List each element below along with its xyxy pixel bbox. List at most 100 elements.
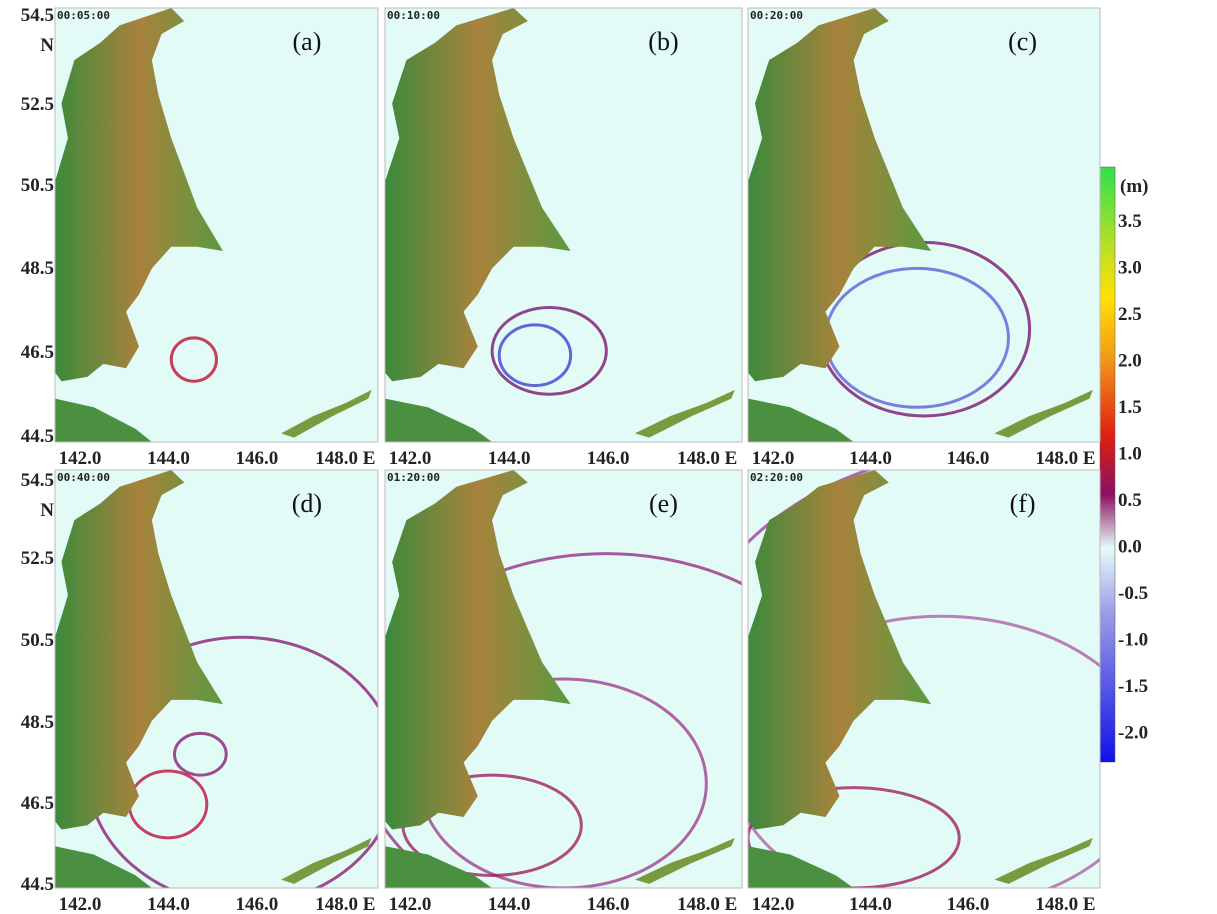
x-tick-label: 142.0 — [59, 448, 102, 469]
map-panel: 00:20:00 (c) 142.0 144.0 146.0 148.0 E — [747, 7, 1101, 469]
sakhalin — [748, 470, 932, 830]
x-tick-label: 142.0 — [389, 448, 432, 469]
panel-border — [54, 7, 379, 443]
wave-front — [169, 336, 218, 383]
colorbar — [1099, 166, 1116, 763]
kuril-islands — [281, 837, 372, 884]
hokkaido — [385, 398, 493, 442]
colorbar-label: 0.5 — [1118, 490, 1142, 511]
y-tick-label: 52.5 — [21, 548, 54, 569]
panel-border — [54, 469, 379, 889]
time-stamp: 00:20:00 — [750, 9, 803, 22]
panel-border — [747, 7, 1101, 443]
x-tick-label: 144.0 — [849, 448, 892, 469]
y-tick-label: 44.5 — [21, 426, 54, 447]
time-stamp: 00:40:00 — [57, 471, 110, 484]
x-tick-label: 146.0 — [947, 448, 990, 469]
hokkaido — [385, 846, 493, 888]
y-tick-label: 50.5 — [21, 175, 54, 196]
time-stamp: 01:20:00 — [387, 471, 440, 484]
map-panel: 00:05:00 (a) 142.0 144.0 146.0 148.0 E — [54, 7, 379, 469]
wave-front — [173, 731, 228, 777]
x-tick-label: 146.0 — [236, 894, 279, 914]
y-tick-label: 44.5 — [21, 874, 54, 895]
colorbar-label: 3.0 — [1118, 258, 1142, 279]
colorbar-label: -2.0 — [1118, 723, 1148, 744]
panel-label: (a) — [293, 27, 322, 56]
colorbar-label: -1.5 — [1118, 676, 1148, 697]
x-tick-label: 148.0 E — [677, 448, 737, 469]
x-tick-label: 148.0 E — [315, 448, 375, 469]
sakhalin — [748, 8, 932, 382]
hokkaido — [748, 846, 854, 888]
colorbar-label: 1.0 — [1118, 444, 1142, 465]
sakhalin — [55, 470, 223, 830]
x-tick-label: 142.0 — [752, 894, 795, 914]
hokkaido — [55, 846, 152, 888]
colorbar-label: 1.5 — [1118, 397, 1142, 418]
colorbar-label: 3.5 — [1118, 211, 1142, 232]
y-tick-label: 48.5 — [21, 258, 54, 279]
colorbar-unit: (m) — [1120, 176, 1148, 197]
hokkaido — [748, 398, 854, 442]
wave-front — [490, 305, 608, 396]
sakhalin — [385, 8, 571, 382]
map-panel: 00:40:00 (d) 142.0 144.0 146.0 148.0 E — [54, 469, 379, 914]
x-tick-label: 146.0 — [587, 448, 630, 469]
panel-label: (c) — [1008, 27, 1037, 56]
map-content — [385, 8, 742, 442]
colorbar-label: -0.5 — [1118, 583, 1148, 604]
x-tick-label: 142.0 — [59, 894, 102, 914]
panel-label: (f) — [1010, 489, 1036, 518]
colorbar-label: 2.5 — [1118, 304, 1142, 325]
x-tick-label: 144.0 — [488, 448, 531, 469]
x-tick-label: 148.0 E — [1035, 448, 1095, 469]
wave-front — [748, 614, 1100, 888]
x-tick-label: 144.0 — [147, 448, 190, 469]
x-tick-label: 146.0 — [587, 894, 630, 914]
map-content — [748, 470, 1100, 888]
x-tick-label: 148.0 E — [1035, 894, 1095, 914]
x-tick-label: 142.0 — [752, 448, 795, 469]
x-tick-label: 144.0 — [849, 894, 892, 914]
map-content — [748, 8, 1100, 442]
x-tick-label: 144.0 — [147, 894, 190, 914]
time-stamp: 00:05:00 — [57, 9, 110, 22]
y-tick-label: 48.5 — [21, 712, 54, 733]
wave-front — [748, 786, 961, 888]
kuril-islands — [994, 837, 1093, 884]
panel-border — [747, 469, 1101, 889]
panel-border — [384, 7, 743, 443]
x-tick-label: 144.0 — [488, 894, 531, 914]
colorbar-label: -1.0 — [1118, 630, 1148, 651]
y-tick-label: N — [40, 500, 54, 521]
y-tick-label: 52.5 — [21, 94, 54, 115]
y-tick-label: 46.5 — [21, 793, 54, 814]
x-tick-label: 142.0 — [389, 894, 432, 914]
y-tick-label: 50.5 — [21, 630, 54, 651]
sakhalin — [385, 470, 571, 830]
y-tick-label: N — [40, 35, 54, 56]
map-content — [55, 470, 378, 888]
wave-front — [497, 323, 573, 388]
panel-label: (b) — [648, 27, 678, 56]
y-tick-label: 46.5 — [21, 342, 54, 363]
colorbar-label: 2.0 — [1118, 351, 1142, 372]
y-tick-label: 54.5 — [21, 5, 54, 26]
panel-border — [384, 469, 743, 889]
x-tick-label: 148.0 E — [677, 894, 737, 914]
time-stamp: 00:10:00 — [387, 9, 440, 22]
map-content — [385, 470, 742, 888]
kuril-islands — [634, 389, 735, 438]
panel-label: (d) — [292, 489, 322, 518]
map-panel: 00:10:00 (b) 142.0 144.0 146.0 148.0 E — [384, 7, 743, 469]
hokkaido — [55, 398, 152, 442]
map-panel: 02:20:00 (f) 142.0 144.0 146.0 148.0 E — [747, 469, 1101, 914]
kuril-islands — [281, 389, 372, 438]
time-stamp: 02:20:00 — [750, 471, 803, 484]
y-tick-label: 54.5 — [21, 470, 54, 491]
panel-label: (e) — [649, 489, 678, 518]
wave-front — [385, 552, 742, 888]
x-tick-label: 146.0 — [236, 448, 279, 469]
